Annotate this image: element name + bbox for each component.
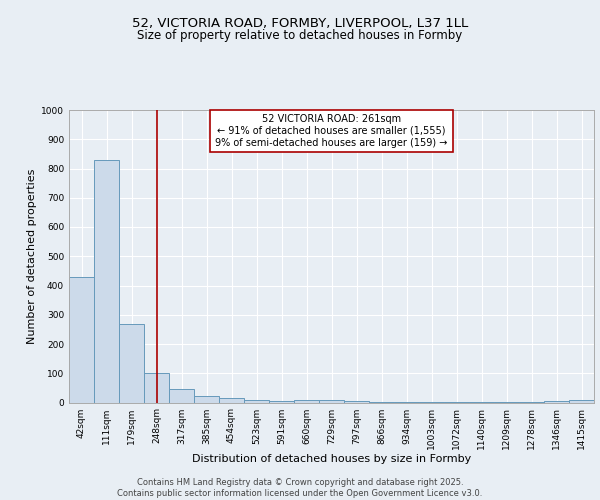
- Text: 52 VICTORIA ROAD: 261sqm
← 91% of detached houses are smaller (1,555)
9% of semi: 52 VICTORIA ROAD: 261sqm ← 91% of detach…: [215, 114, 448, 148]
- Bar: [119, 324, 144, 402]
- Text: Size of property relative to detached houses in Formby: Size of property relative to detached ho…: [137, 28, 463, 42]
- Text: 52, VICTORIA ROAD, FORMBY, LIVERPOOL, L37 1LL: 52, VICTORIA ROAD, FORMBY, LIVERPOOL, L3…: [132, 18, 468, 30]
- Bar: [94, 160, 119, 402]
- Bar: [169, 390, 194, 402]
- Bar: [219, 398, 244, 402]
- X-axis label: Distribution of detached houses by size in Formby: Distribution of detached houses by size …: [192, 454, 471, 464]
- Bar: [294, 400, 319, 402]
- Bar: [569, 400, 594, 402]
- Bar: [319, 400, 344, 402]
- Bar: [69, 276, 94, 402]
- Bar: [544, 401, 569, 402]
- Y-axis label: Number of detached properties: Number of detached properties: [27, 168, 37, 344]
- Bar: [244, 400, 269, 402]
- Bar: [344, 401, 369, 402]
- Bar: [194, 396, 219, 402]
- Bar: [144, 373, 169, 402]
- Bar: [269, 401, 294, 402]
- Text: Contains HM Land Registry data © Crown copyright and database right 2025.
Contai: Contains HM Land Registry data © Crown c…: [118, 478, 482, 498]
